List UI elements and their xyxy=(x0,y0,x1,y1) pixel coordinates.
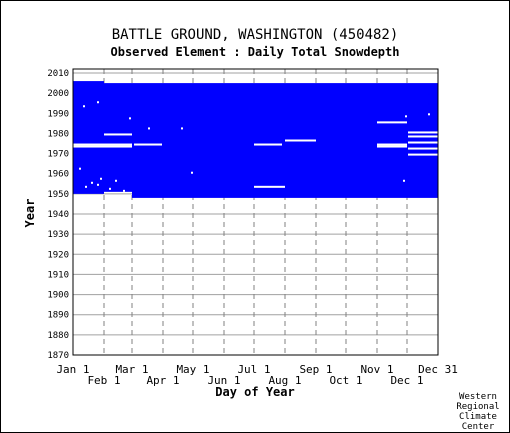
missing-segment xyxy=(254,185,285,188)
y-axis-label: Year xyxy=(23,199,37,228)
y-tick-label: 2000 xyxy=(47,89,69,99)
x-tick-label: May 1 xyxy=(176,363,209,376)
credit-line: Western xyxy=(459,392,497,402)
chart-subtitle: Observed Element : Daily Total Snowdepth xyxy=(111,45,400,59)
y-tick-label: 1970 xyxy=(47,150,69,160)
data-block xyxy=(104,83,132,192)
x-tick-label: Feb 1 xyxy=(87,374,120,387)
missing-point xyxy=(97,101,99,104)
y-tick-label: 1870 xyxy=(47,351,69,361)
missing-segment xyxy=(377,143,407,146)
x-axis-label: Day of Year xyxy=(215,385,294,399)
data-layer xyxy=(73,81,438,198)
y-tick-label: 1940 xyxy=(47,210,69,220)
missing-point xyxy=(85,185,87,188)
x-tick-label: Jul 1 xyxy=(237,363,270,376)
missing-segment xyxy=(73,145,132,148)
missing-point xyxy=(109,187,111,190)
x-tick-label: Nov 1 xyxy=(360,363,393,376)
x-tick-label: Aug 1 xyxy=(268,374,301,387)
missing-segment xyxy=(377,121,407,124)
missing-segment xyxy=(285,139,316,142)
y-tick-label: 1910 xyxy=(47,270,69,280)
y-tick-label: 1900 xyxy=(47,291,69,301)
y-tick-label: 2010 xyxy=(47,69,69,79)
y-tick-label: 1880 xyxy=(47,331,69,341)
credit-line: Regional xyxy=(456,402,499,412)
credit-block: Western Regional Climate Center xyxy=(456,392,499,432)
missing-segment xyxy=(134,143,162,146)
x-tick-label: Dec 1 xyxy=(390,374,423,387)
missing-segment xyxy=(73,143,132,146)
missing-segment xyxy=(408,141,438,144)
missing-point xyxy=(83,105,85,108)
missing-point xyxy=(403,179,405,182)
missing-segment xyxy=(408,135,438,138)
missing-point xyxy=(79,167,81,170)
missing-layer xyxy=(73,101,438,192)
x-tick-label: Apr 1 xyxy=(146,374,179,387)
x-tick-label: Oct 1 xyxy=(329,374,362,387)
y-tick-label: 1930 xyxy=(47,230,69,240)
missing-point xyxy=(115,179,117,182)
x-tick-label: Mar 1 xyxy=(115,363,148,376)
missing-point xyxy=(100,177,102,180)
y-tick-label: 1890 xyxy=(47,311,69,321)
missing-point xyxy=(181,127,183,130)
credit-line: Climate xyxy=(459,412,497,422)
x-tick-label: Jun 1 xyxy=(207,374,240,387)
x-tick-label: Dec 31 xyxy=(418,363,458,376)
x-tick-labels: Jan 1 Mar 1 May 1 Jul 1 Sep 1 Nov 1 Dec 31 Feb … xyxy=(56,363,457,387)
missing-point xyxy=(428,113,430,116)
chart-title: BATTLE GROUND, WASHINGTON (450482) xyxy=(112,27,399,43)
plot-border xyxy=(72,68,439,356)
missing-point xyxy=(123,189,125,192)
missing-segment xyxy=(408,147,438,150)
y-tick-label: 1980 xyxy=(47,129,69,139)
missing-segment xyxy=(408,131,438,134)
y-tick-label: 1990 xyxy=(47,109,69,119)
x-tick-label: Sep 1 xyxy=(299,363,332,376)
data-block xyxy=(73,81,104,194)
x-tick-label: Jan 1 xyxy=(56,363,89,376)
missing-point xyxy=(129,117,131,120)
y-tick-labels: 1870 1880 1890 1900 1910 1920 1930 1940 1950 1960… xyxy=(47,69,69,361)
missing-point xyxy=(405,115,407,118)
missing-segment xyxy=(104,133,132,136)
missing-point xyxy=(191,171,193,174)
missing-segment xyxy=(408,153,438,156)
missing-point xyxy=(148,127,150,130)
missing-segment xyxy=(254,143,282,146)
missing-point xyxy=(91,181,93,184)
credit-line: Center xyxy=(462,422,495,432)
missing-segment xyxy=(377,145,407,148)
y-tick-label: 1920 xyxy=(47,250,69,260)
missing-point xyxy=(97,183,99,186)
y-tick-label: 1950 xyxy=(47,190,69,200)
y-tick-label: 1960 xyxy=(47,170,69,180)
